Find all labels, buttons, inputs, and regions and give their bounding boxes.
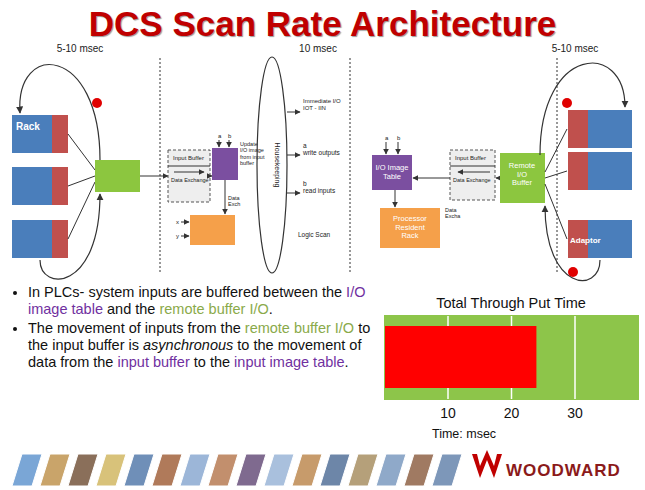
svg-text:b: b xyxy=(397,135,401,141)
svg-text:10 msec: 10 msec xyxy=(299,43,337,54)
svg-text:Input Buffer: Input Buffer xyxy=(173,155,204,161)
svg-text:DataExch: DataExch xyxy=(228,195,241,207)
html-text:The movement of inputs from th: The movement of inputs from the remote b… xyxy=(28,320,371,371)
svg-text:Adaptor: Adaptor xyxy=(570,236,601,245)
svg-text:bread inputs: bread inputs xyxy=(303,180,336,195)
svg-text:5-10 msec: 5-10 msec xyxy=(57,43,104,54)
svg-text:Logic Scan: Logic Scan xyxy=(298,231,331,239)
svg-text:Immediate I/OIOT - IIN: Immediate I/OIOT - IIN xyxy=(303,98,341,111)
svg-text:5-10 msec: 5-10 msec xyxy=(552,43,599,54)
svg-text:I/O ImageTable: I/O ImageTable xyxy=(376,163,409,181)
svg-text:UpdateI/O imagefrom inputbuffe: UpdateI/O imagefrom inputbuffer xyxy=(240,141,265,166)
svg-text:ProcessorResidentRack: ProcessorResidentRack xyxy=(393,214,427,240)
svg-text:10: 10 xyxy=(440,405,456,421)
svg-text:DataExcha: DataExcha xyxy=(445,207,461,219)
svg-text:Rack: Rack xyxy=(16,121,40,132)
svg-text:y: y xyxy=(176,233,179,239)
html-text:Time: msec: Time: msec xyxy=(432,427,497,441)
html-text:Total Through Put Time: Total Through Put Time xyxy=(436,295,586,311)
svg-text:RemoteI/OBuffer: RemoteI/OBuffer xyxy=(509,161,535,187)
svg-text:20: 20 xyxy=(504,405,520,421)
svg-text:x: x xyxy=(176,219,179,225)
html-text:In PLCs- system inputs are buf: In PLCs- system inputs are buffered betw… xyxy=(28,284,366,318)
svg-text:a: a xyxy=(218,133,222,139)
svg-text:Housekeeping: Housekeeping xyxy=(273,143,281,188)
svg-text:WOODWARD: WOODWARD xyxy=(506,461,621,480)
svg-text:b: b xyxy=(228,133,232,139)
svg-text:awrite outputs: awrite outputs xyxy=(302,142,341,157)
svg-text:a: a xyxy=(385,135,389,141)
svg-text:Data Exchange: Data Exchange xyxy=(171,177,209,183)
svg-text:Input Buffer: Input Buffer xyxy=(455,155,486,161)
html-text:DCS Scan Rate Architecture: DCS Scan Rate Architecture xyxy=(88,4,557,43)
svg-text:30: 30 xyxy=(567,405,583,421)
svg-text:Data Exchange: Data Exchange xyxy=(453,177,491,183)
